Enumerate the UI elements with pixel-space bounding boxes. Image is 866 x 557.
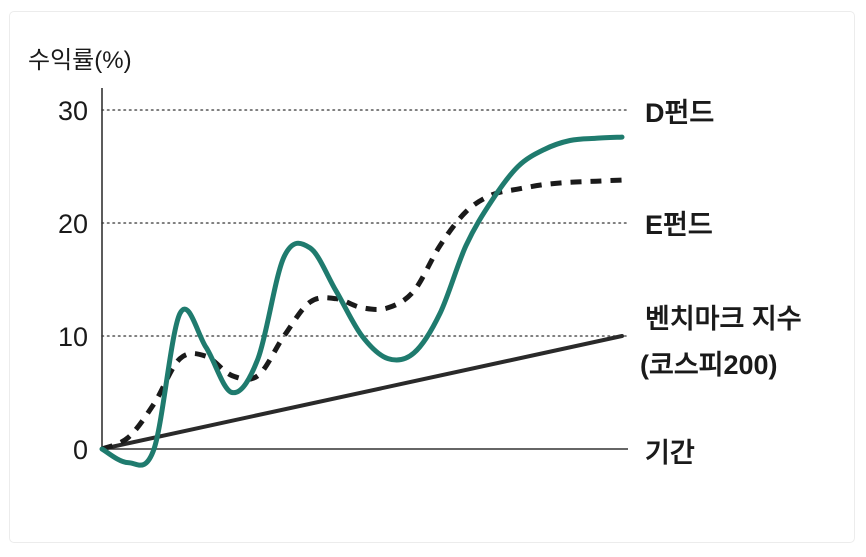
- grid-layer: [101, 109, 629, 337]
- axis-layer: [101, 88, 628, 450]
- tick-layer: 0 10 20 30: [58, 96, 88, 465]
- benchmark-label-line2: (코스피200): [640, 350, 778, 380]
- series-layer: [99, 134, 625, 468]
- e-fund-line: [100, 177, 623, 452]
- benchmark-line: [100, 334, 624, 451]
- e-fund-label: E펀드: [645, 210, 713, 240]
- x-axis-label: 기간: [645, 438, 695, 468]
- y-tick-label-0: 0: [73, 435, 88, 465]
- y-tick-label-20: 20: [58, 209, 88, 239]
- benchmark-label-line1: 벤치마크 지수: [645, 304, 802, 334]
- y-axis-title: 수익률(%): [28, 47, 132, 74]
- y-tick-label-10: 10: [58, 322, 88, 352]
- d-fund-label: D펀드: [645, 98, 714, 128]
- d-fund-line: [99, 134, 625, 468]
- y-tick-label-30: 30: [58, 96, 88, 126]
